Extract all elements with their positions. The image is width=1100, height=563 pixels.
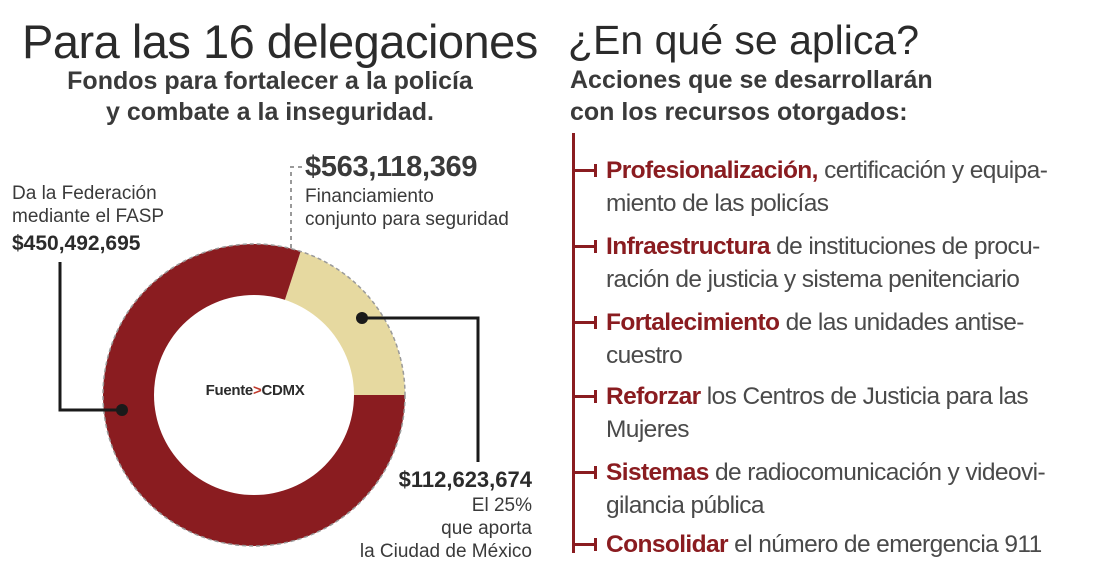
total-amount: $563,118,369 xyxy=(305,151,478,183)
action-text-cont: ración de justicia y sistema penitenciar… xyxy=(606,266,1020,293)
source-arrow: > xyxy=(252,382,262,399)
action-keyword: Profesionalización, xyxy=(606,157,818,184)
source-prefix: Fuente xyxy=(205,382,254,399)
city-note-line1: El 25% xyxy=(471,495,532,516)
donut-outer-dashed-border xyxy=(102,243,406,547)
action-bullet-icon xyxy=(574,316,597,329)
action-item: Fortalecimiento de las unidades antise- … xyxy=(574,306,1100,372)
action-keyword: Sistemas xyxy=(606,459,709,486)
right-subtitle-line2: con los recursos otorgados: xyxy=(570,98,908,126)
donut-chart xyxy=(58,166,480,547)
left-subtitle-line2: y combate a la inseguridad. xyxy=(106,98,434,126)
total-label-line2: conjunto para seguridad xyxy=(305,209,509,230)
action-text-cont: miento de las policías xyxy=(606,190,829,217)
action-text-cont: gilancia pública xyxy=(606,492,765,519)
action-text: certificación y equipa- xyxy=(817,157,1048,184)
total-label: Financiamiento conjunto para seguridad xyxy=(305,185,509,231)
action-text: los Centros de Justicia para las xyxy=(700,383,1029,410)
donut-hole xyxy=(154,295,354,495)
action-bullet-icon xyxy=(574,466,597,479)
city-connector-dot xyxy=(356,312,368,324)
source-label: Fuente>CDMX xyxy=(180,382,330,399)
left-subtitle: Fondos para fortalecer a la policía y co… xyxy=(30,66,510,128)
action-item: Sistemas de radiocomunicación y videovi-… xyxy=(574,456,1100,522)
left-title: Para las 16 delegaciones xyxy=(22,15,538,68)
action-item: Profesionalización, certificación y equi… xyxy=(574,154,1100,220)
city-connector-line xyxy=(362,316,480,462)
total-connector-line xyxy=(290,166,303,248)
city-note: El 25% que aporta la Ciudad de México xyxy=(330,494,532,563)
city-note-line2: que aporta xyxy=(441,518,532,539)
federation-connector-line xyxy=(58,262,122,412)
action-text-cont: cuestro xyxy=(606,342,683,369)
action-bullet-icon xyxy=(574,390,597,403)
action-keyword: Infraestructura xyxy=(606,233,771,260)
action-bullet-icon xyxy=(574,240,597,253)
action-item: Infraestructura de instituciones de proc… xyxy=(574,230,1100,296)
action-keyword: Reforzar xyxy=(606,383,701,410)
total-label-line1: Financiamiento xyxy=(305,186,434,207)
action-text-cont: Mujeres xyxy=(606,416,690,443)
action-text: de radiocomunicación y videovi- xyxy=(708,459,1046,486)
left-subtitle-line1: Fondos para fortalecer a la policía xyxy=(67,67,473,95)
action-item: Reforzar los Centros de Justicia para la… xyxy=(574,380,1100,446)
action-bullet-icon xyxy=(574,538,597,551)
action-text: el número de emergencia 911 xyxy=(727,531,1042,558)
right-title: ¿En qué se aplica? xyxy=(568,17,920,63)
federation-amount: $450,492,695 xyxy=(12,232,141,255)
action-text: de las unidades antise- xyxy=(779,309,1025,336)
city-amount: $112,623,674 xyxy=(398,467,532,492)
source-name: CDMX xyxy=(261,382,305,399)
federation-label-line1: Da la Federación xyxy=(12,183,157,204)
action-bullet-icon xyxy=(574,164,597,177)
action-item: Consolidar el número de emergencia 911 xyxy=(574,528,1100,561)
federation-label: Da la Federación mediante el FASP xyxy=(12,182,164,228)
action-text: de instituciones de procu- xyxy=(769,233,1040,260)
federation-connector-dot xyxy=(116,404,128,416)
action-keyword: Fortalecimiento xyxy=(606,309,780,336)
right-subtitle: Acciones que se desarrollarán con los re… xyxy=(570,64,933,128)
actions-vertical-line xyxy=(572,133,575,553)
right-subtitle-line1: Acciones que se desarrollarán xyxy=(570,66,933,94)
action-keyword: Consolidar xyxy=(606,531,729,558)
city-note-line3: la Ciudad de México xyxy=(359,541,532,562)
federation-label-line2: mediante el FASP xyxy=(12,206,165,227)
